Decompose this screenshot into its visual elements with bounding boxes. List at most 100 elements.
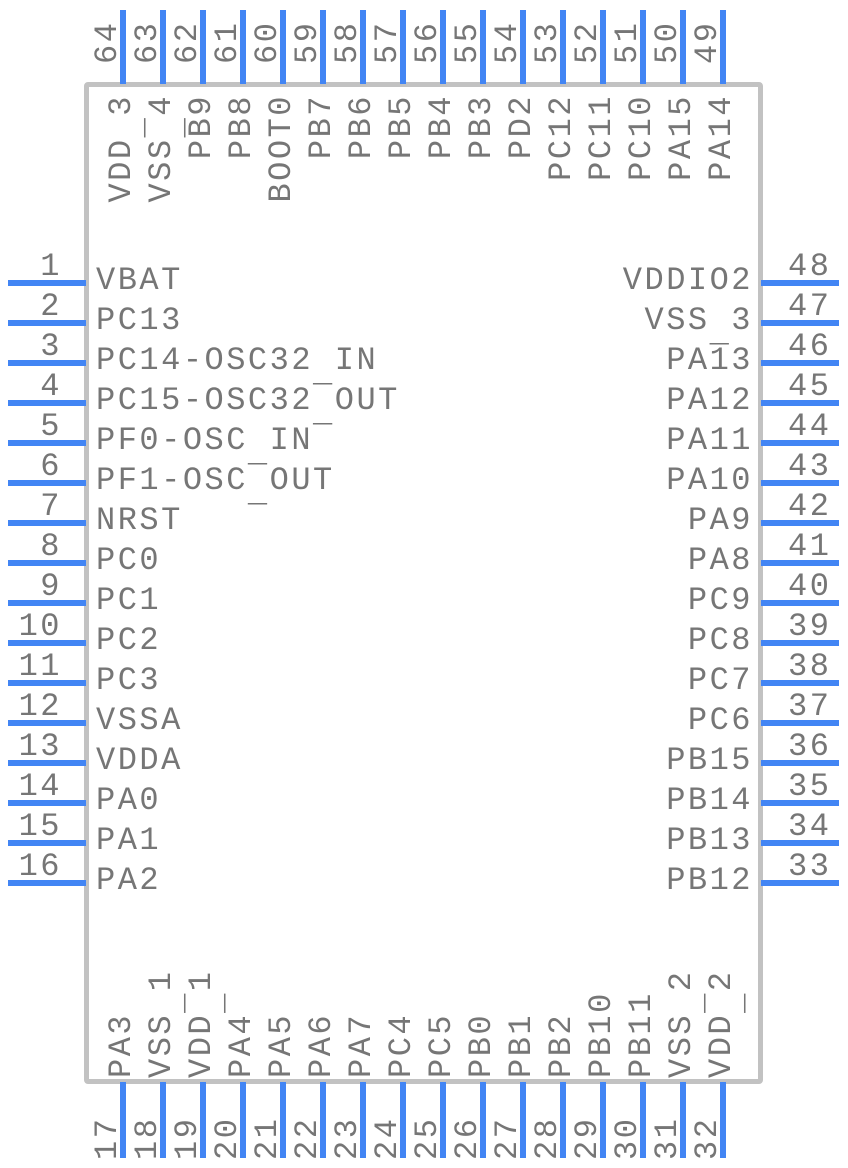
pin-lead: [720, 1082, 726, 1158]
pin-number: 18: [129, 1116, 166, 1160]
pin-lead: [640, 10, 646, 84]
pin-number: 29: [569, 1116, 606, 1160]
pin-number: 6: [40, 448, 62, 485]
pin-label: PB12: [666, 862, 753, 899]
pin-lead: [160, 1082, 166, 1158]
pin-number: 45: [788, 368, 832, 405]
pin-lead: [280, 10, 286, 84]
pin-lead: [320, 1082, 326, 1158]
pin-lead: [240, 10, 246, 84]
pin-number: 19: [169, 1116, 206, 1160]
pin-label: PA12: [666, 382, 753, 419]
pin-number: 26: [449, 1116, 486, 1160]
pin-lead: [240, 1082, 246, 1158]
pin-lead: [761, 440, 839, 446]
pin-lead: [480, 1082, 486, 1158]
pin-number: 53: [529, 20, 566, 64]
pin-lead: [8, 720, 86, 726]
pin-number: 10: [18, 608, 62, 645]
pin-number: 7: [40, 488, 62, 525]
pin-lead: [440, 10, 446, 84]
pin-lead: [8, 480, 86, 486]
pin-lead: [8, 800, 86, 806]
pin-lead: [8, 680, 86, 686]
pin-label: PA8: [687, 542, 753, 579]
pin-lead: [320, 10, 326, 84]
pin-number: 61: [209, 20, 246, 64]
pin-number: 14: [18, 768, 62, 805]
pin-lead: [680, 1082, 686, 1158]
pin-label: PA1: [96, 822, 162, 859]
pin-lead: [761, 280, 839, 286]
pin-number: 25: [409, 1116, 446, 1160]
pin-lead: [480, 10, 486, 84]
pin-number: 63: [129, 20, 166, 64]
pin-lead: [120, 1082, 126, 1158]
pin-number: 59: [289, 20, 326, 64]
pin-number: 30: [609, 1116, 646, 1160]
pin-lead: [720, 10, 726, 84]
pin-number: 37: [788, 688, 832, 725]
pin-lead: [360, 10, 366, 84]
pin-lead: [761, 640, 839, 646]
pin-lead: [761, 320, 839, 326]
pin-number: 3: [40, 328, 62, 365]
pin-label: PF0-OSC_IN: [96, 422, 314, 472]
pin-label: PA11: [666, 422, 753, 459]
pin-lead: [8, 760, 86, 766]
pin-label: PC3: [96, 662, 162, 699]
chip-body: [84, 82, 763, 1084]
pin-lead: [400, 10, 406, 84]
pin-label: PB15: [666, 742, 753, 779]
pin-number: 36: [788, 728, 832, 765]
pin-lead: [200, 1082, 206, 1158]
pin-lead: [400, 1082, 406, 1158]
pin-label: PA10: [666, 462, 753, 499]
pin-number: 64: [89, 20, 126, 64]
pin-lead: [560, 10, 566, 84]
pin-lead: [8, 320, 86, 326]
pin-lead: [761, 360, 839, 366]
pin-lead: [761, 800, 839, 806]
pin-label: VDDIO2: [622, 262, 753, 299]
pin-number: 47: [788, 288, 832, 325]
pin-number: 20: [209, 1116, 246, 1160]
pin-number: 55: [449, 20, 486, 64]
pin-label: PA2: [96, 862, 162, 899]
pin-label: PC8: [687, 622, 753, 659]
pin-number: 60: [249, 20, 286, 64]
pin-lead: [761, 720, 839, 726]
pin-lead: [520, 1082, 526, 1158]
pin-number: 23: [329, 1116, 366, 1160]
pin-number: 35: [788, 768, 832, 805]
pin-number: 5: [40, 408, 62, 445]
pin-number: 56: [409, 20, 446, 64]
pin-number: 48: [788, 248, 832, 285]
pin-lead: [761, 760, 839, 766]
pin-lead: [520, 10, 526, 84]
pin-number: 54: [489, 20, 526, 64]
pin-number: 40: [788, 568, 832, 605]
pin-number: 16: [18, 848, 62, 885]
pin-number: 12: [18, 688, 62, 725]
pin-label: PC14-OSC32_IN: [96, 342, 379, 392]
pin-label: PC15-OSC32_OUT: [96, 382, 400, 432]
pin-label: PC6: [687, 702, 753, 739]
pin-number: 15: [18, 808, 62, 845]
pin-lead: [8, 280, 86, 286]
pin-label: VBAT: [96, 262, 183, 299]
pin-lead: [120, 10, 126, 84]
pin-lead: [8, 880, 86, 886]
pin-number: 39: [788, 608, 832, 645]
pin-number: 34: [788, 808, 832, 845]
pin-number: 21: [249, 1116, 286, 1160]
pin-lead: [8, 400, 86, 406]
pin-lead: [761, 680, 839, 686]
pin-label: PB14: [666, 782, 753, 819]
pin-lead: [8, 520, 86, 526]
pin-lead: [761, 560, 839, 566]
pin-number: 13: [18, 728, 62, 765]
pin-label: PA13: [666, 342, 753, 379]
pin-number: 2: [40, 288, 62, 325]
